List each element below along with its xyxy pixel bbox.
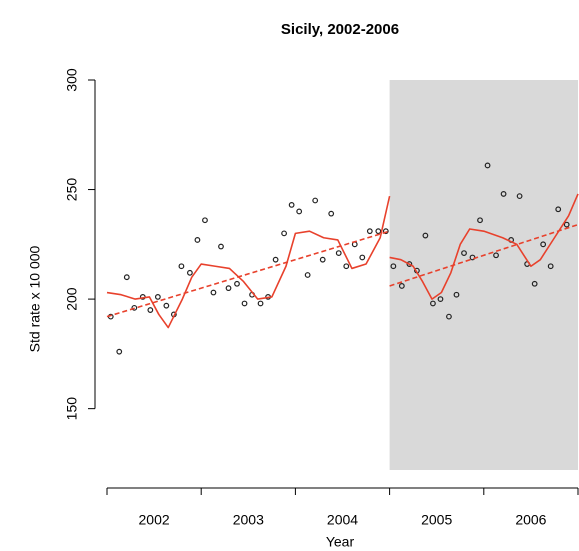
data-point [225, 285, 232, 292]
data-point [319, 256, 326, 263]
data-point [131, 304, 138, 311]
data-point [218, 243, 224, 250]
data-point [446, 313, 452, 320]
data-point [272, 256, 279, 263]
data-point [312, 197, 319, 204]
data-point [343, 263, 350, 270]
data-point [296, 208, 303, 215]
y-tick-label: 300 [64, 68, 80, 92]
data-point [477, 217, 483, 224]
data-point [147, 307, 154, 313]
data-point [398, 283, 405, 289]
data-point [116, 348, 123, 355]
data-point [163, 302, 170, 309]
x-tick-label: 2002 [139, 512, 170, 528]
data-point [516, 193, 523, 200]
data-point [123, 274, 130, 281]
data-point [430, 300, 436, 307]
x-axis-title: Year [326, 534, 355, 550]
data-point [194, 237, 201, 243]
data-point [531, 280, 538, 287]
data-point [288, 201, 295, 208]
data-point [375, 228, 382, 235]
data-point [257, 300, 264, 307]
data-point [437, 296, 444, 303]
data-point [328, 210, 335, 217]
y-axis-title: Std rate x 10 000 [27, 245, 43, 352]
data-point [547, 263, 554, 270]
y-tick-label: 250 [64, 178, 80, 202]
data-point [304, 272, 311, 278]
data-point [234, 280, 240, 287]
data-point [461, 250, 467, 256]
data-point [202, 217, 208, 224]
data-point [555, 206, 562, 213]
data-point [493, 252, 499, 259]
fit-line [106, 193, 579, 329]
data-point [484, 162, 491, 169]
data-point [210, 289, 217, 296]
y-tick-label: 150 [64, 397, 80, 421]
data-point [406, 261, 413, 267]
data-point [500, 191, 507, 197]
data-point [382, 228, 389, 235]
data-point [335, 250, 342, 256]
x-tick-label: 2005 [421, 512, 452, 528]
data-point [563, 221, 570, 228]
data-point [366, 228, 373, 235]
trend-line [106, 223, 579, 318]
x-tick-label: 2003 [233, 512, 264, 528]
data-point [281, 230, 287, 237]
data-point [453, 291, 460, 298]
data-point [390, 263, 397, 270]
data-point [422, 232, 429, 239]
data-point [540, 241, 547, 248]
y-tick-label: 200 [64, 287, 80, 311]
data-point [154, 294, 161, 300]
data-point [359, 254, 366, 261]
data-point [186, 269, 193, 276]
x-tick-label: 2004 [327, 512, 358, 528]
x-tick-label: 2006 [515, 512, 546, 528]
chart-title: Sicily, 2002-2006 [281, 21, 399, 38]
data-point [178, 263, 185, 270]
data-point [241, 300, 248, 307]
